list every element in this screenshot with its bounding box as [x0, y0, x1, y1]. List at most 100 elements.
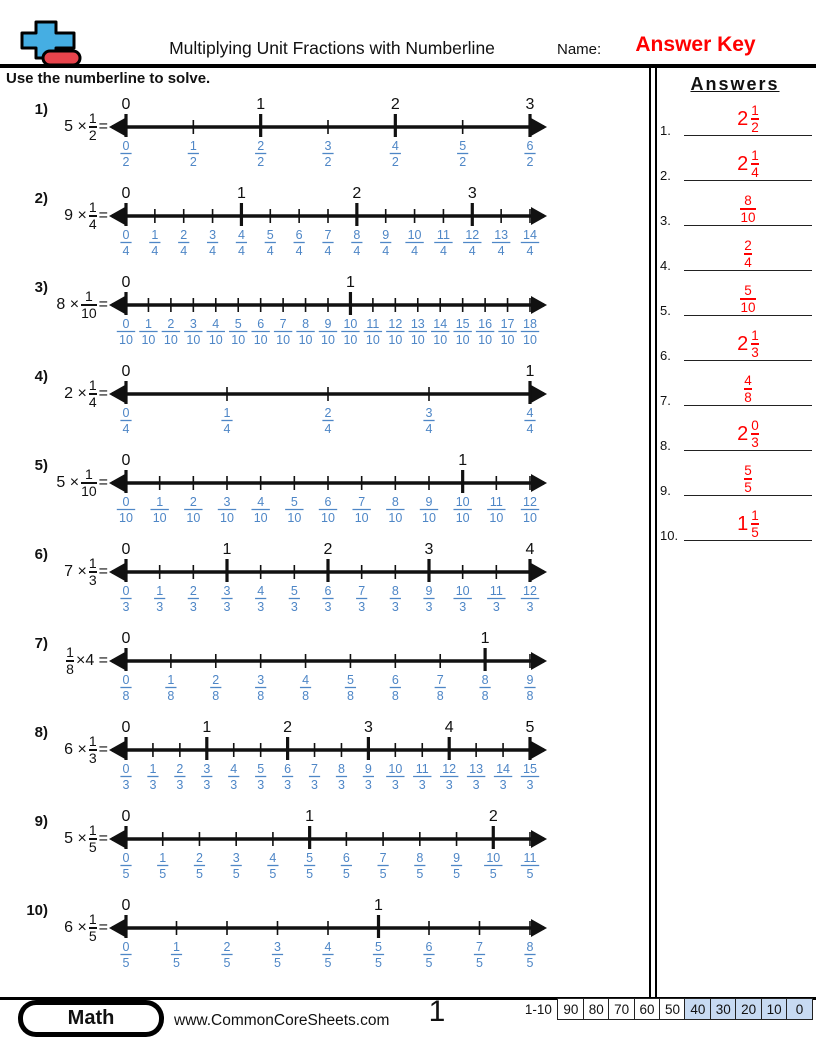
- fraction-numerator: 1: [751, 147, 759, 163]
- tick-fraction-numerator: 1: [173, 940, 180, 954]
- whole-number-label: 4: [526, 541, 535, 558]
- tick-fraction-denominator: 4: [411, 244, 418, 258]
- tick-fraction-numerator: 6: [325, 584, 332, 598]
- answers-panel-divider: [649, 64, 657, 997]
- tick-fraction-numerator: 14: [496, 762, 510, 776]
- tick-fraction-numerator: 9: [527, 673, 534, 687]
- fraction-bar: [740, 298, 756, 300]
- left-arrow-icon: [109, 741, 125, 759]
- answer-blank-line: [684, 360, 812, 361]
- tick-fraction-numerator: 13: [411, 317, 425, 331]
- tick-fraction-denominator: 8: [257, 689, 264, 703]
- answer-blank-line: [684, 315, 812, 316]
- fraction-bar: [740, 208, 756, 210]
- left-arrow-icon: [109, 830, 125, 848]
- tick-fraction-denominator: 4: [527, 422, 534, 436]
- tick-fraction-numerator: 8: [392, 584, 399, 598]
- tick-fraction-numerator: 5: [459, 139, 466, 153]
- tick-fraction-numerator: 8: [416, 851, 423, 865]
- tick-fraction-denominator: 5: [123, 956, 130, 970]
- problem-number: 8): [34, 724, 48, 741]
- tick-fraction-numerator: 0: [123, 584, 130, 598]
- tick-fraction-numerator: 16: [478, 317, 492, 331]
- tick-fraction-numerator: 4: [257, 584, 264, 598]
- tick-fraction-numerator: 3: [203, 762, 210, 776]
- fraction-denominator: 10: [740, 210, 756, 225]
- tick-fraction-numerator: 10: [408, 228, 422, 242]
- whole-number-label: 2: [283, 719, 292, 736]
- fraction-bar: [744, 253, 752, 255]
- answer-value: 5 10: [684, 282, 812, 314]
- tick-fraction-numerator: 6: [527, 139, 534, 153]
- tick-fraction-numerator: 6: [392, 673, 399, 687]
- tick-fraction-numerator: 0: [123, 406, 130, 420]
- tick-fraction-numerator: 3: [257, 673, 264, 687]
- tick-fraction-denominator: 5: [196, 867, 203, 881]
- tick-fraction-numerator: 7: [325, 228, 332, 242]
- tick-fraction-numerator: 2: [167, 317, 174, 331]
- answer-number: 1.: [660, 123, 671, 138]
- left-arrow-icon: [109, 296, 125, 314]
- tick-fraction-numerator: 1: [156, 584, 163, 598]
- tick-fraction-numerator: 4: [238, 228, 245, 242]
- fraction-denominator: 5: [744, 480, 752, 495]
- tick-fraction-numerator: 13: [494, 228, 508, 242]
- answer-number: 6.: [660, 348, 671, 363]
- tick-fraction-numerator: 2: [180, 228, 187, 242]
- fraction-bar: [88, 215, 97, 217]
- tick-fraction-denominator: 4: [527, 244, 534, 258]
- tick-fraction-denominator: 3: [527, 600, 534, 614]
- tick-fraction-numerator: 11: [490, 495, 503, 509]
- tick-fraction-denominator: 10: [422, 511, 436, 525]
- whole-number-label: 3: [425, 541, 434, 558]
- tick-fraction-numerator: 7: [358, 495, 365, 509]
- tick-fraction-denominator: 4: [267, 244, 274, 258]
- fraction-numerator: 0: [751, 417, 759, 433]
- tick-fraction-denominator: 2: [123, 155, 130, 169]
- problems-list: 1) 5 × 1 2 = 0 2 1 2 2 2 3 2 4 2 5 2 6 2 0 1 2 3 2) 9 × 1 4 = 0 4 1 4 2 4…: [0, 93, 652, 983]
- tick-fraction-numerator: 15: [456, 317, 470, 331]
- left-arrow-icon: [109, 385, 125, 403]
- answer-row: 8. 2 0 3: [658, 412, 814, 457]
- tick-fraction-numerator: 2: [196, 851, 203, 865]
- tick-fraction-numerator: 5: [306, 851, 313, 865]
- tick-fraction-denominator: 10: [433, 333, 447, 347]
- tick-fraction-numerator: 12: [442, 762, 456, 776]
- tick-fraction-numerator: 6: [343, 851, 350, 865]
- whole-number-label: 1: [237, 185, 246, 202]
- fraction-numerator: 5: [744, 282, 752, 298]
- fraction-bar: [751, 343, 759, 345]
- tick-fraction-numerator: 6: [257, 317, 264, 331]
- expression-text: =: [98, 474, 108, 491]
- fraction-numerator: 1: [751, 507, 759, 523]
- fraction-bar: [751, 433, 759, 435]
- tick-fraction-numerator: 8: [338, 762, 345, 776]
- fraction-denominator: 3: [88, 571, 97, 588]
- problem-number: 9): [34, 813, 48, 830]
- tick-fraction-numerator: 11: [366, 317, 379, 331]
- tick-fraction-denominator: 10: [489, 511, 503, 525]
- right-arrow-icon: [531, 741, 547, 759]
- tick-fraction-denominator: 5: [306, 867, 313, 881]
- answer-number: 4.: [660, 258, 671, 273]
- fraction-bar: [744, 478, 752, 480]
- tick-fraction-numerator: 6: [325, 495, 332, 509]
- whole-number-label: 0: [122, 363, 131, 380]
- tick-fraction-denominator: 4: [296, 244, 303, 258]
- fraction-bar: [744, 388, 752, 390]
- page-number: 1: [428, 995, 446, 1028]
- tick-fraction-numerator: 3: [224, 584, 231, 598]
- tick-fraction-numerator: 0: [123, 317, 130, 331]
- whole-number-label: 0: [122, 808, 131, 825]
- whole-number-label: 1: [458, 452, 467, 469]
- tick-fraction-denominator: 4: [151, 244, 158, 258]
- tick-fraction-denominator: 5: [274, 956, 281, 970]
- fraction-denominator: 3: [751, 435, 759, 450]
